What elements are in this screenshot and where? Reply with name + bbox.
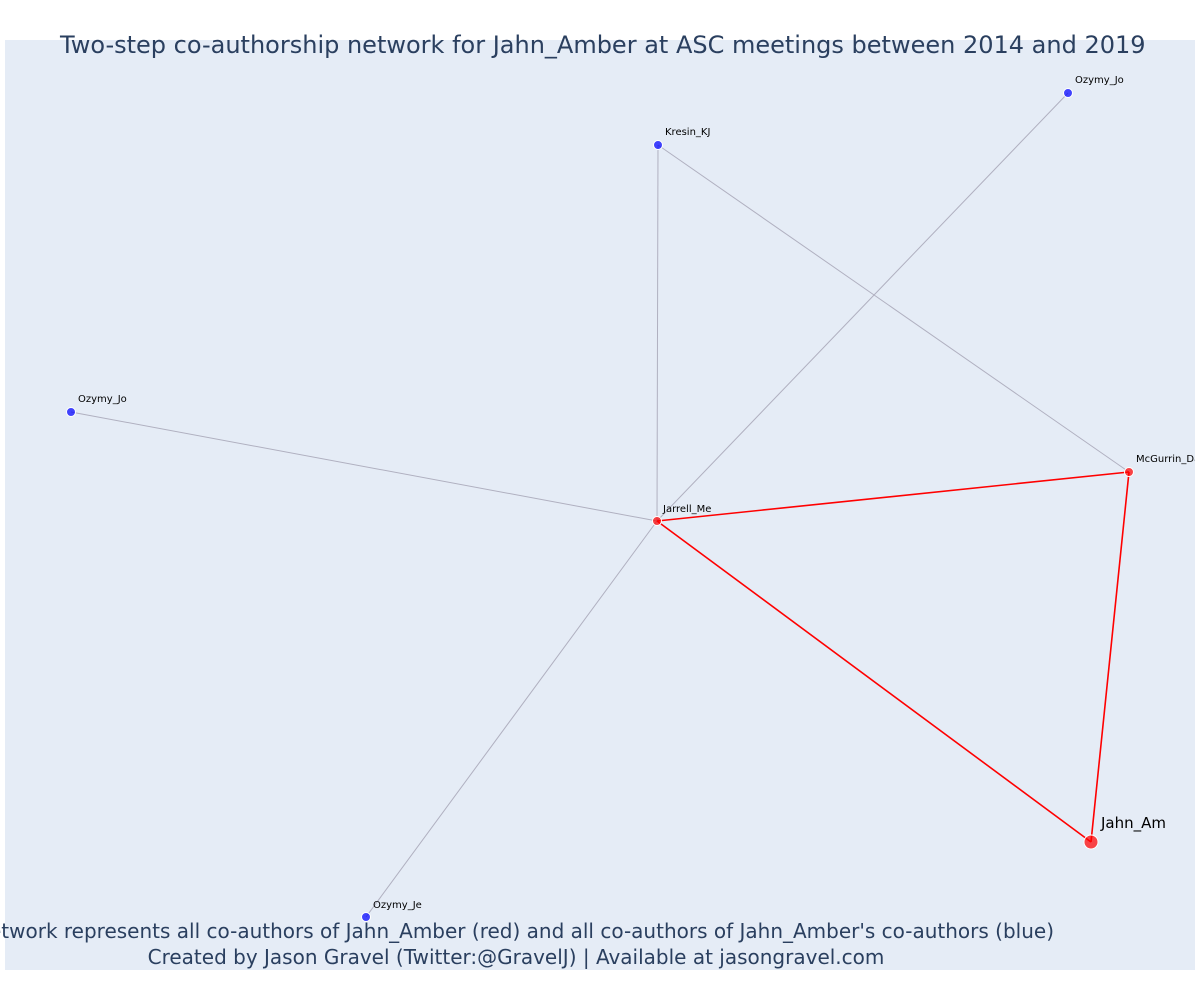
node-label-mcgurrin: McGurrin_Da	[1136, 454, 1200, 465]
node-kresin[interactable]	[654, 141, 663, 150]
node-label-ozymy_je: Ozymy_Je	[373, 900, 422, 911]
node-ozymy_jo_top[interactable]	[1064, 89, 1073, 98]
node-ozymy_jo_left[interactable]	[67, 408, 76, 417]
plot-area	[5, 40, 1195, 970]
node-jarrell[interactable]	[653, 517, 662, 526]
node-label-jahn: Jahn_Am	[1100, 814, 1166, 833]
node-mcgurrin[interactable]	[1125, 468, 1134, 477]
node-jahn[interactable]	[1084, 835, 1098, 849]
node-label-kresin: Kresin_KJ	[665, 127, 710, 138]
node-label-ozymy_jo_left: Ozymy_Jo	[78, 394, 127, 405]
node-label-ozymy_jo_top: Ozymy_Jo	[1075, 75, 1124, 86]
caption-line-1: Network represents all co-authors of Jah…	[0, 919, 1054, 943]
node-label-jarrell: Jarrell_Me	[662, 504, 711, 515]
caption-line-2: Created by Jason Gravel (Twitter:@Gravel…	[148, 945, 885, 969]
chart-title: Two-step co-authorship network for Jahn_…	[59, 31, 1146, 59]
